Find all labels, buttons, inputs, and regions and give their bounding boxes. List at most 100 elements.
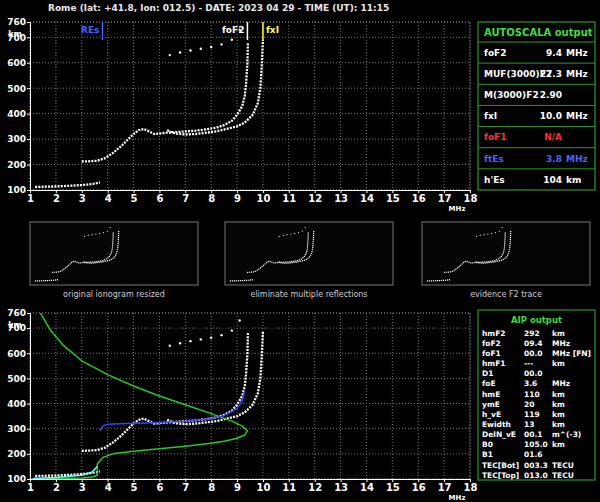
row-unit: km [552,420,565,429]
x-tick: 4 [105,190,112,204]
row-name: M(3000)F2 [484,90,539,100]
x-tick: 11 [282,479,296,493]
grid-line-x [185,22,186,190]
x-tick: 5 [131,190,138,204]
y-tick: 500 [7,374,30,384]
x-tick-label: 1 [27,482,34,493]
grid-line-x [107,313,108,479]
y-tick-label: 600 [7,349,26,359]
box-frame [478,22,595,190]
x-tick: 9 [234,479,241,493]
thumbnail-frame [422,222,590,285]
x-tick: 8 [208,190,215,204]
aip-output-box: AIP outputhmF2292kmfoF209.4MHzfoF100.0MH… [478,310,595,480]
row-unit: MHz [566,69,588,79]
y-tick: 600 [7,349,30,359]
trace-dot [179,51,181,53]
x-tick-label: 5 [131,193,138,204]
y-axis-line [27,23,31,191]
x-axis-line [31,480,471,483]
grid-line-y [30,22,470,23]
x-tick-label: 1 [27,193,34,204]
row-name: foF1 [482,349,501,358]
grid-line-y [30,453,470,454]
y-tick-label: 500 [7,84,26,94]
row-value: 105.0 [524,440,548,449]
trace-line [82,42,248,161]
x-tick: 7 [182,190,189,204]
x-tick: 8 [208,479,215,493]
row-divider [478,105,595,106]
x-tick-label: 13 [334,193,348,204]
thumbnail-frame [225,222,393,285]
y-tick-mark [27,429,30,430]
trace-dot [110,227,111,228]
trace-dot [231,39,233,41]
trace-dot [210,336,212,338]
trace-dot [302,230,303,231]
row-value: 292 [524,329,540,338]
trace-line [84,231,119,263]
row-name: DelN_vE [482,430,516,439]
x-tick: 11 [282,190,296,204]
row-name: foF2 [482,339,501,348]
y-tick-label: 200 [7,449,26,459]
row-name: ymE [482,400,500,409]
trace-line [476,231,511,263]
trace-dot [499,230,500,231]
thumbnail: original ionogram resized [30,222,198,299]
x-tick: 9 [234,190,241,204]
row-name: B0 [482,440,493,449]
row-unit: km [552,400,565,409]
plot-frame [30,313,470,479]
marker-line [247,22,249,40]
x-tick: 13 [334,190,348,204]
row-divider [478,42,595,43]
y-tick-label: 300 [7,424,26,434]
x-tick-label: 18 [464,482,478,493]
trace-dot [491,233,492,234]
row-value: 13 [524,420,534,429]
x-axis-title: MHz [449,494,466,502]
row-value: 119 [524,410,540,419]
row-divider [478,147,595,148]
x-axis: 123456789101112131415161718 [27,479,477,493]
x-tick-label: 11 [282,482,296,493]
row-name: hmE [482,390,500,399]
y-tick: 500 [7,84,30,94]
grid-line-x [133,313,134,479]
x-tick-label: 18 [464,193,478,204]
trace-dot [305,227,306,228]
y-tick: 400 [7,109,30,119]
x-tick-label: 13 [334,482,348,493]
trace-dot [476,236,477,237]
x-tick: 18 [464,479,478,493]
trace-dot [99,233,100,234]
box-frame [478,310,595,480]
row-divider [478,63,595,64]
row-unit: MHz [566,154,588,164]
grid-line-y [30,37,470,38]
trace-line [35,279,59,281]
row-value: 00.1 [524,430,543,439]
thumbnail-data [230,227,314,281]
x-tick: 1 [27,479,34,493]
row-value: 00.0 [524,369,543,378]
y-tick-mark [27,404,30,405]
x-tick: 7 [182,479,189,493]
y-tick: 200 [7,449,30,459]
grid-line-x [340,313,341,479]
row-unit: MHz [FN] [552,349,591,358]
row-value: 110 [524,390,540,399]
thumbnail-caption: eliminate multiple reflections [250,290,367,299]
y-tick: 600 [7,58,30,68]
x-tick: 10 [256,190,270,204]
marker-label: foF2 [222,25,245,35]
y-tick-label: 300 [7,134,26,144]
row-unit: km [552,329,565,338]
trace-dot [279,236,280,237]
grid-line-x [340,22,341,190]
data-layer [35,28,263,187]
trace-dot [210,46,212,48]
trace-dot [220,43,222,45]
